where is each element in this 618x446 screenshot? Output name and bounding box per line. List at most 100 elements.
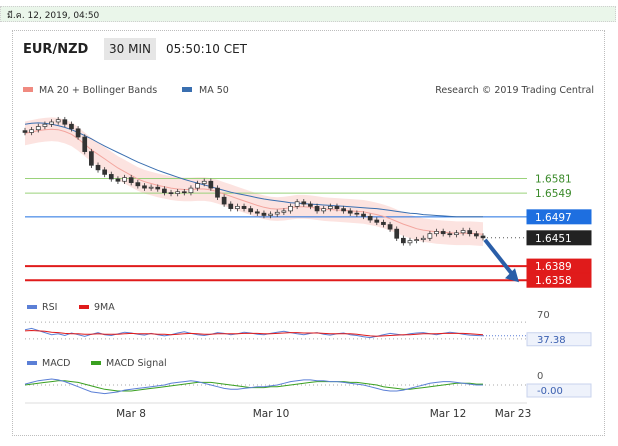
candle-body	[188, 187, 194, 194]
candle-body	[440, 231, 446, 235]
candle-body	[254, 211, 260, 214]
candle-body	[228, 203, 234, 209]
level-label-1.6497: 1.6497	[535, 212, 572, 224]
candle-body	[82, 136, 88, 152]
candle-body	[414, 239, 419, 241]
candle-body	[334, 205, 340, 209]
candle-body	[467, 230, 473, 235]
candle-body	[115, 178, 121, 182]
forecast-arrow-head	[505, 268, 519, 283]
candle-body	[268, 213, 273, 216]
credit-label: Research © 2019 Trading Central	[435, 85, 594, 96]
rsi-ma-line	[24, 329, 484, 337]
candle-body	[128, 177, 134, 183]
timeframe-button[interactable]: 30 MIN	[104, 38, 156, 60]
candle-body	[361, 213, 366, 217]
candle-body	[49, 121, 54, 125]
candle-body	[62, 119, 68, 125]
rsi-last-tag	[526, 332, 592, 347]
candle-body	[434, 231, 439, 235]
candle-body	[454, 232, 459, 235]
chart-canvas: MA 20 + Bollinger Bands MA 50 Research ©…	[22, 85, 594, 420]
top-status-bar: มี.ค. 12, 2019, 04:50	[0, 6, 616, 22]
macd-signal-legend-swatch	[91, 361, 101, 365]
candle-body	[175, 191, 181, 194]
candle-body	[168, 192, 174, 195]
candle-body	[162, 188, 167, 194]
macd-signal-legend-label: MACD Signal	[106, 358, 167, 369]
macd-line	[24, 378, 483, 395]
candle-body	[407, 240, 413, 244]
x-tick-label: Mar 10	[253, 408, 290, 420]
candle-body	[208, 180, 214, 189]
timestamp: มี.ค. 12, 2019, 04:50	[7, 11, 100, 21]
level-tag-1.6549	[527, 186, 591, 201]
candle-body	[354, 212, 360, 215]
candle-body	[248, 208, 254, 213]
level-tag-1.6451	[526, 230, 592, 246]
candle-body	[135, 182, 141, 187]
candle-body	[341, 208, 346, 212]
x-tick-label: Mar 8	[116, 408, 146, 420]
ma20-line	[24, 128, 484, 235]
rsi-last-label: 37.38	[537, 335, 566, 346]
level-label-1.6389: 1.6389	[535, 261, 572, 273]
candle-body	[108, 174, 114, 180]
macd-legend-swatch	[27, 361, 37, 365]
candle-body	[420, 237, 426, 240]
price-plot: 1.6581 1.6549 1.6497 1.6451 1.6389 1.6358	[22, 116, 592, 288]
candle-body	[294, 201, 300, 207]
candle-body	[155, 186, 161, 190]
candle-body	[274, 211, 280, 215]
macd-zero-label: 0	[537, 371, 543, 382]
clock-label: 05:50:10 CET	[166, 42, 247, 56]
candle-body	[22, 130, 28, 133]
level-label-1.6451: 1.6451	[535, 233, 572, 245]
x-axis: Mar 8 Mar 10 Mar 12 Mar 23	[25, 402, 532, 420]
candle-body	[394, 228, 400, 239]
candle-body	[42, 123, 48, 127]
candle-body	[69, 123, 74, 130]
macd-plot: 0 -0.00	[24, 371, 592, 398]
ma50-line	[24, 122, 483, 218]
candle-body	[148, 186, 154, 189]
symbol-label: EUR/NZD	[23, 42, 89, 57]
candle-body	[347, 210, 353, 214]
candle-body	[400, 237, 406, 244]
level-tag-1.6581	[527, 171, 591, 186]
candle-body	[381, 221, 386, 225]
rsi-plot: 70 37.38	[24, 310, 592, 347]
rsi-level-label: 70	[537, 310, 550, 321]
macd-legend-label: MACD	[42, 358, 70, 369]
candle-body	[301, 201, 307, 205]
candle-body	[261, 212, 267, 216]
candle-body	[29, 129, 34, 133]
candle-body	[427, 233, 433, 239]
candle-body	[95, 164, 101, 171]
candle-body	[89, 151, 94, 166]
candle-body	[215, 187, 220, 198]
level-tag-1.6358	[526, 272, 592, 288]
candle-body	[288, 205, 293, 212]
candle-body	[387, 224, 393, 230]
chart-panel: EUR/NZD 30 MIN 05:50:10 CET MA 20 + Boll…	[12, 30, 605, 436]
x-tick-label: Mar 12	[430, 408, 467, 420]
candle-body	[122, 177, 127, 182]
candle-body	[195, 183, 200, 189]
ma20-legend-label: MA 20 + Bollinger Bands	[39, 85, 157, 96]
candle-body	[281, 210, 287, 213]
candle-body	[142, 185, 147, 189]
level-label-1.6549: 1.6549	[535, 188, 572, 200]
macd-signal-line	[24, 380, 483, 392]
level-label-1.6581: 1.6581	[535, 174, 572, 186]
candle-body	[55, 119, 61, 123]
rsi-ma-legend-label: 9MA	[94, 302, 115, 313]
chart-header: EUR/NZD 30 MIN 05:50:10 CET	[13, 31, 604, 69]
candle-body	[314, 205, 320, 212]
candle-body	[367, 216, 373, 221]
candle-body	[374, 219, 380, 223]
level-tag-1.6497	[526, 209, 592, 225]
rsi-legend-swatch	[27, 305, 37, 309]
x-tick-label: Mar 23	[495, 408, 532, 420]
ma50-legend-label: MA 50	[199, 85, 229, 96]
